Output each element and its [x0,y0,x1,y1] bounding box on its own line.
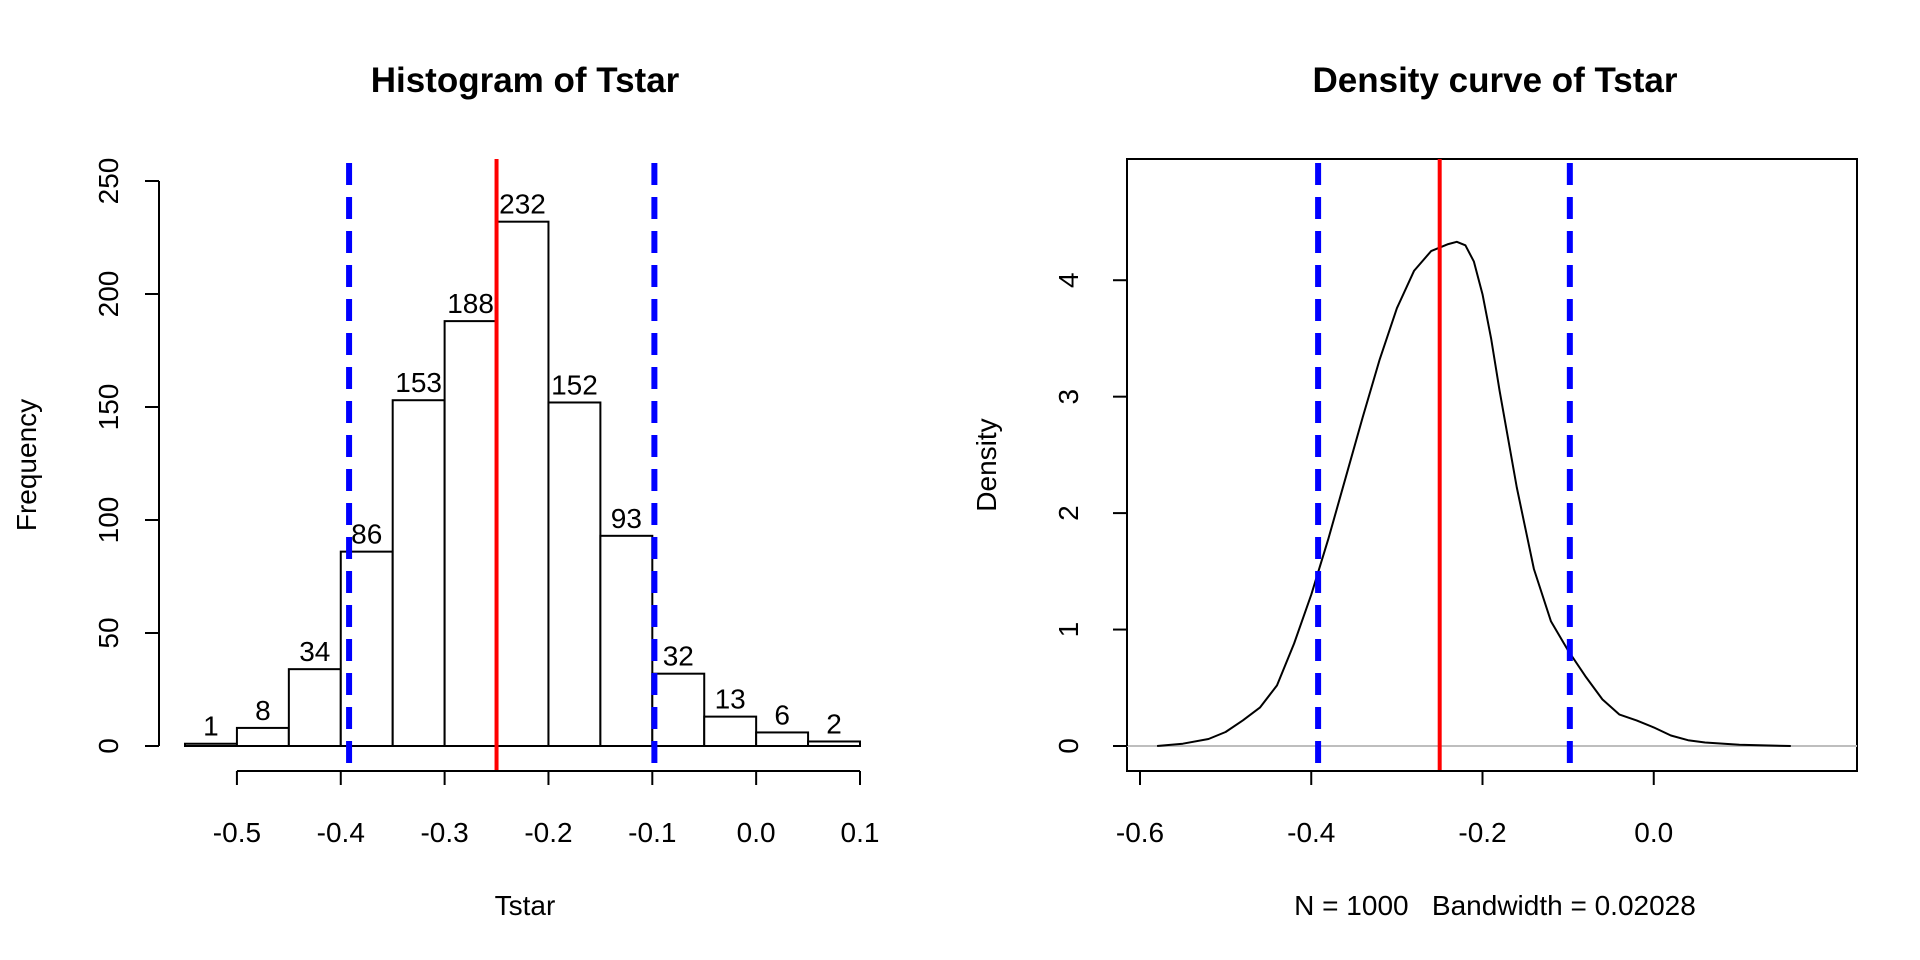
histogram-bar-label: 232 [499,189,546,220]
histogram-bars [184,220,861,748]
histogram-bar-label: 32 [663,641,694,672]
histogram-y-tick-label: 200 [93,271,124,318]
density-x-tick-label: -0.6 [1116,817,1164,848]
histogram-bar-label: 93 [611,503,642,534]
histogram-bar [235,726,290,747]
density-curve [1157,240,1791,747]
histogram-bar [287,668,342,747]
histogram-title: Histogram of Tstar [371,61,680,100]
histogram-data-labels: 1 8 34 86 153 188 232 152 93 32 13 6 2 [203,189,842,742]
histogram-x-tick-label: -0.2 [524,817,572,848]
histogram-y-tick-label: 0 [93,738,124,754]
density-plot-frame [1126,158,1858,772]
histogram-bar [443,320,498,747]
histogram-x-tick-label: -0.4 [317,817,365,848]
histogram-bar-label: 153 [395,367,442,398]
density-x-tick-label: -0.2 [1458,817,1506,848]
density-axes: -0.6 -0.4 -0.2 0.0 0 1 2 3 4 [1053,272,1673,848]
density-series-line [1157,240,1791,747]
histogram-bar [599,534,654,747]
histogram-bar-label: 8 [255,695,271,726]
density-y-tick-label: 4 [1053,272,1084,288]
density-y-tick-label: 2 [1053,505,1084,521]
density-y-tick-label: 3 [1053,389,1084,405]
histogram-bar [703,715,758,747]
density-y-tick-label: 1 [1053,622,1084,638]
histogram-x-tick-label: -0.1 [628,817,676,848]
histogram-x-tick-label: -0.5 [213,817,261,848]
histogram-x-axis-label: Tstar [495,890,556,921]
histogram-bar-label: 6 [774,699,790,730]
histogram-bar [547,401,602,747]
density-title: Density curve of Tstar [1312,61,1677,100]
histogram-bar [651,672,706,747]
histogram-bar-label: 1 [203,711,219,742]
density-x-axis-label: N = 1000 Bandwidth = 0.02028 [1294,890,1696,921]
histogram-bar-label: 152 [551,369,598,400]
histogram-bar-label: 34 [299,636,330,667]
histogram-bar [495,220,550,747]
histogram-y-axis-label: Frequency [11,399,42,531]
histogram-bar [755,731,810,748]
histogram-bar [807,740,861,747]
density-chart: Density curve of Tstar N = 1000 Bandwidt… [971,61,1858,921]
histogram-bar [391,399,446,747]
histogram-y-tick-label: 150 [93,384,124,431]
histogram-x-tick-label: 0.0 [737,817,776,848]
histogram-bar-label: 188 [447,288,494,319]
histogram-axes: -0.5 -0.4 -0.3 -0.2 -0.1 0.0 0.1 0 50 100 150 200 25… [93,158,879,848]
density-x-tick-label: -0.4 [1287,817,1335,848]
histogram-bar [184,742,238,747]
density-reference-lines [1315,159,1573,771]
histogram-bar-label: 86 [351,519,382,550]
histogram-x-tick-label: 0.1 [841,817,880,848]
histogram-chart: Histogram of Tstar Tstar Frequency 1 8 34 8… [11,61,879,921]
histogram-y-tick-label: 250 [93,158,124,205]
density-x-tick-label: 0.0 [1634,817,1673,848]
histogram-bar-label: 2 [826,708,842,739]
histogram-y-tick-label: 50 [93,617,124,648]
histogram-reference-lines [346,159,658,771]
histogram-x-tick-label: -0.3 [420,817,468,848]
density-y-axis-label: Density [971,418,1002,511]
histogram-y-tick-label: 100 [93,497,124,544]
density-y-tick-label: 0 [1053,738,1084,754]
histogram-bar-label: 13 [715,684,746,715]
